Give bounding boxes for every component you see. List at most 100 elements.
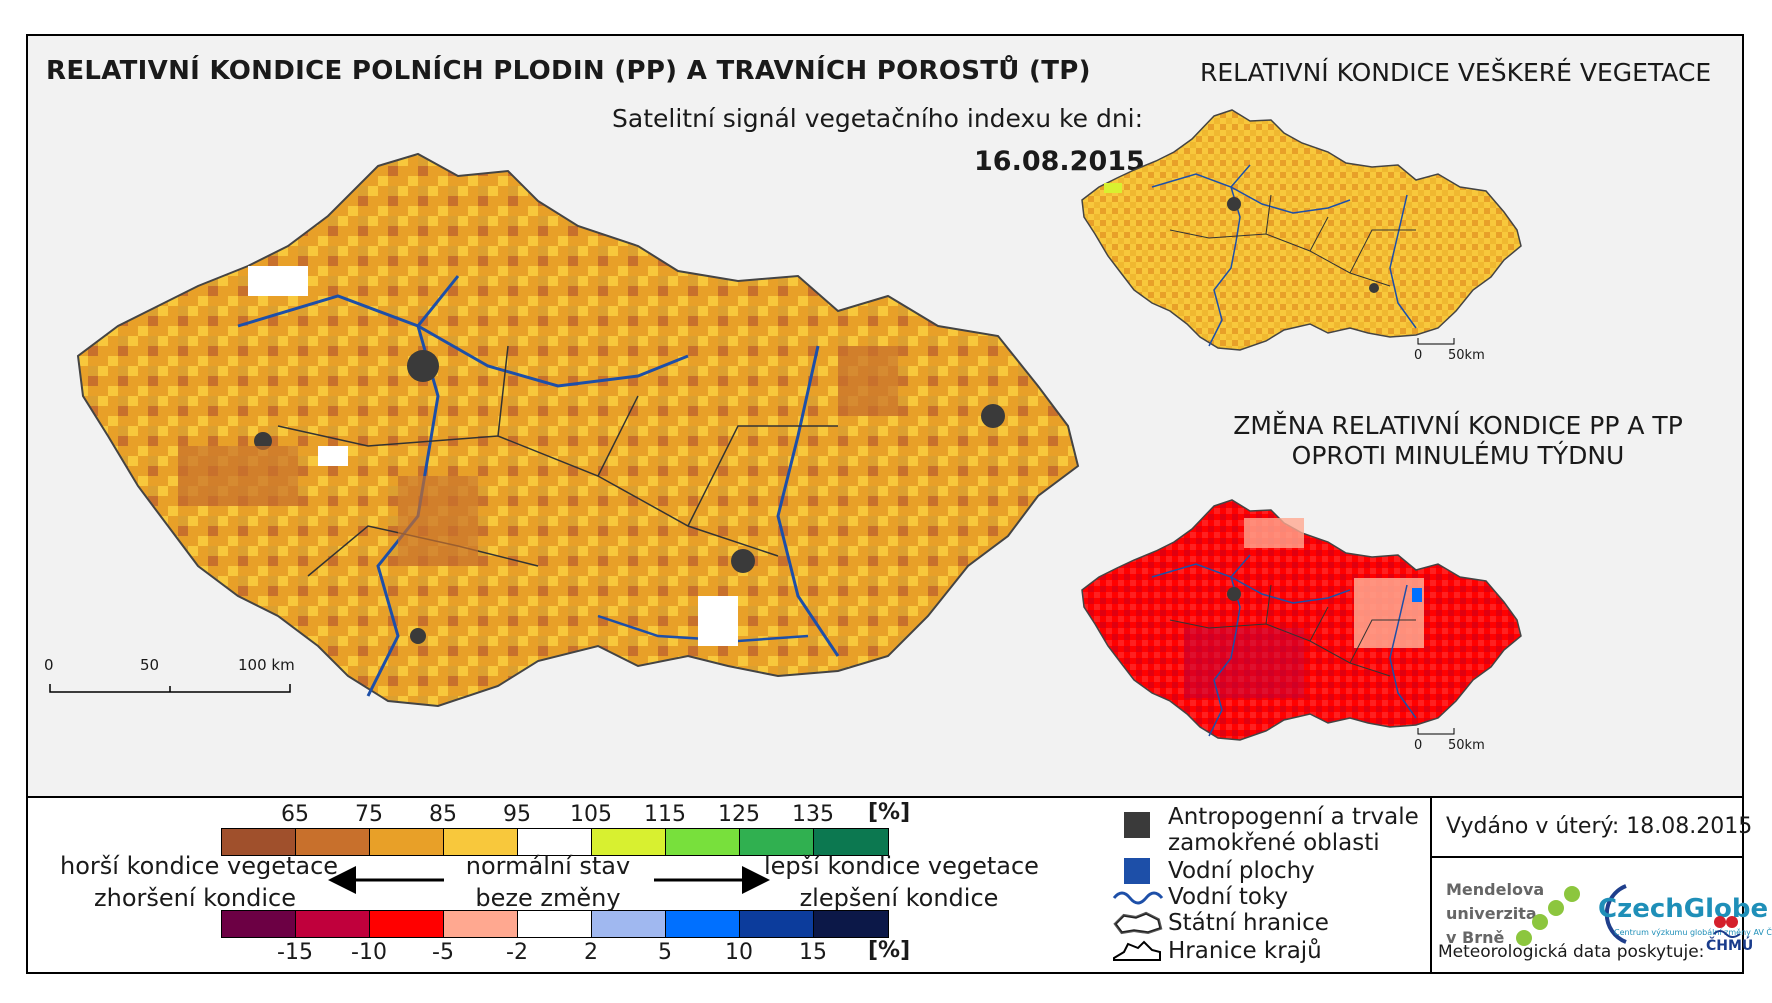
chg-scale-50: 50km (1448, 738, 1485, 753)
white-patch-3 (318, 446, 348, 466)
city-cb (410, 628, 426, 644)
condition-swatch-0 (222, 829, 296, 855)
water-body-swatch (1124, 858, 1150, 884)
dark-patch-1 (178, 446, 298, 506)
cond-tick-105: 105 (570, 802, 612, 827)
dark-patch-2 (398, 476, 478, 566)
anthropogenic-label-1: Antropogenní a trvale (1168, 804, 1419, 830)
water-course-icon (1112, 891, 1164, 905)
dark-patch-3 (838, 346, 898, 416)
czechglobe-name: CzechGlobe (1598, 894, 1769, 924)
anthropogenic-label-2: zamokřené oblasti (1168, 830, 1380, 856)
change-colorbar (221, 910, 889, 938)
veg-city-brno (1369, 283, 1379, 293)
change-map (1081, 499, 1522, 741)
region-border-label: Hranice krajů (1168, 938, 1322, 964)
date-label: 16.08.2015 (974, 146, 1145, 177)
city-plzen (254, 432, 272, 450)
cond-tick-75: 75 (355, 802, 383, 827)
chg-tick-5: 5 (658, 940, 672, 965)
chg-tick-m5: -5 (432, 940, 454, 965)
map-area: RELATIVNÍ KONDICE POLNÍCH PLODIN (PP) A … (28, 36, 1742, 798)
arrow-left-icon (328, 866, 444, 894)
main-title: RELATIVNÍ KONDICE POLNÍCH PLODIN (PP) A … (46, 56, 1091, 86)
chg-tick-2: 2 (584, 940, 598, 965)
veg-green-patch (1104, 183, 1122, 193)
chg-scale-0: 0 (1414, 738, 1423, 753)
chg-tick-m15: -15 (277, 940, 313, 965)
vegetation-condition-map (1081, 109, 1522, 351)
region-border-icon (1113, 940, 1161, 961)
condition-swatch-5 (592, 829, 666, 855)
chg-scale-bar (1417, 728, 1455, 735)
condition-swatch-6 (666, 829, 740, 855)
footer-hseparator (1432, 856, 1742, 858)
change-swatch-7 (740, 911, 814, 937)
meteo-provider-label: Meteorologická data poskytuje: (1438, 942, 1705, 962)
water-bodies-label: Vodní plochy (1168, 858, 1315, 884)
veg-scale-0: 0 (1414, 348, 1423, 363)
chg-region-borders (1169, 584, 1416, 677)
main-scale-0: 0 (44, 656, 54, 674)
main-scale-100: 100 km (238, 656, 295, 674)
mendel-line-1: Mendelova (1446, 880, 1545, 899)
condition-colorbar (221, 828, 889, 856)
main-scale-bar (49, 684, 291, 693)
change-title-line2: OPROTI MINULÉMU TÝDNU (1291, 441, 1625, 470)
chg-tick-10: 10 (725, 940, 753, 965)
chg-city-prague (1227, 587, 1241, 601)
czechglobe-subtitle: Centrum výzkumu globální změny AV ČR, v.… (1614, 928, 1772, 937)
change-swatch-8 (814, 911, 888, 937)
change-swatch-5 (592, 911, 666, 937)
left-caption-1: horší kondice vegetace (60, 852, 339, 880)
issued-date: Vydáno v úterý: 18.08.2015 (1446, 814, 1753, 839)
chmu-logo-icon (1713, 916, 1741, 938)
veg-region-borders (1169, 194, 1416, 287)
condition-swatch-2 (370, 829, 444, 855)
change-title-line1: ZMĚNA RELATIVNÍ KONDICE PP A TP (1233, 411, 1683, 440)
change-title: ZMĚNA RELATIVNÍ KONDICE PP A TP OPROTI M… (1188, 411, 1728, 471)
right-caption-1: lepší kondice vegetace (764, 852, 1039, 880)
footer-separator (1430, 798, 1432, 972)
chg-unit: [%] (868, 938, 911, 963)
vegetation-title: RELATIVNÍ KONDICE VEŠKERÉ VEGETACE (1200, 58, 1712, 87)
veg-scale-bar (1417, 338, 1455, 345)
mendel-dots-icon (1516, 886, 1580, 946)
chg-dark-patch (1184, 628, 1304, 698)
change-swatch-3 (444, 911, 518, 937)
chg-tick-m10: -10 (351, 940, 387, 965)
mendel-university-logo: Mendelova univerzita v Brně (1446, 878, 1544, 950)
change-swatch-0 (222, 911, 296, 937)
satellite-label: Satelitní signál vegetačního indexu ke d… (612, 104, 1144, 133)
change-swatch-1 (296, 911, 370, 937)
veg-scale-50: 50km (1448, 348, 1485, 363)
state-border-icon (1113, 911, 1163, 935)
main-condition-map (49, 152, 1080, 708)
river-morava (776, 345, 840, 657)
cond-tick-135: 135 (792, 802, 834, 827)
czech-border-veg (1081, 109, 1522, 351)
cond-tick-85: 85 (429, 802, 457, 827)
state-border-label: Státní hranice (1168, 910, 1329, 936)
mendel-line-2: univerzita (1446, 904, 1537, 923)
chg-blue-patch (1412, 588, 1422, 602)
anthropogenic-swatch (1124, 812, 1150, 838)
city-brno (731, 549, 755, 573)
condition-swatch-4 (518, 829, 592, 855)
czech-border-main (76, 152, 1080, 708)
water-courses-label: Vodní toky (1168, 884, 1289, 910)
cond-tick-95: 95 (503, 802, 531, 827)
main-scale-50: 50 (140, 656, 160, 674)
chg-tick-15: 15 (799, 940, 827, 965)
map-frame: RELATIVNÍ KONDICE POLNÍCH PLODIN (PP) A … (26, 34, 1772, 974)
change-swatch-2 (370, 911, 444, 937)
cond-unit: [%] (868, 800, 911, 825)
arrow-right-icon (654, 866, 770, 894)
condition-swatch-8 (814, 829, 888, 855)
condition-swatch-1 (296, 829, 370, 855)
czechglobe-logo: CzechGlobe (1598, 894, 1768, 924)
condition-swatch-3 (444, 829, 518, 855)
chg-rivers (1151, 554, 1417, 737)
legend-area: 65 75 85 95 105 115 125 135 [%] horší ko… (28, 798, 1772, 972)
white-patch-2 (698, 596, 738, 646)
